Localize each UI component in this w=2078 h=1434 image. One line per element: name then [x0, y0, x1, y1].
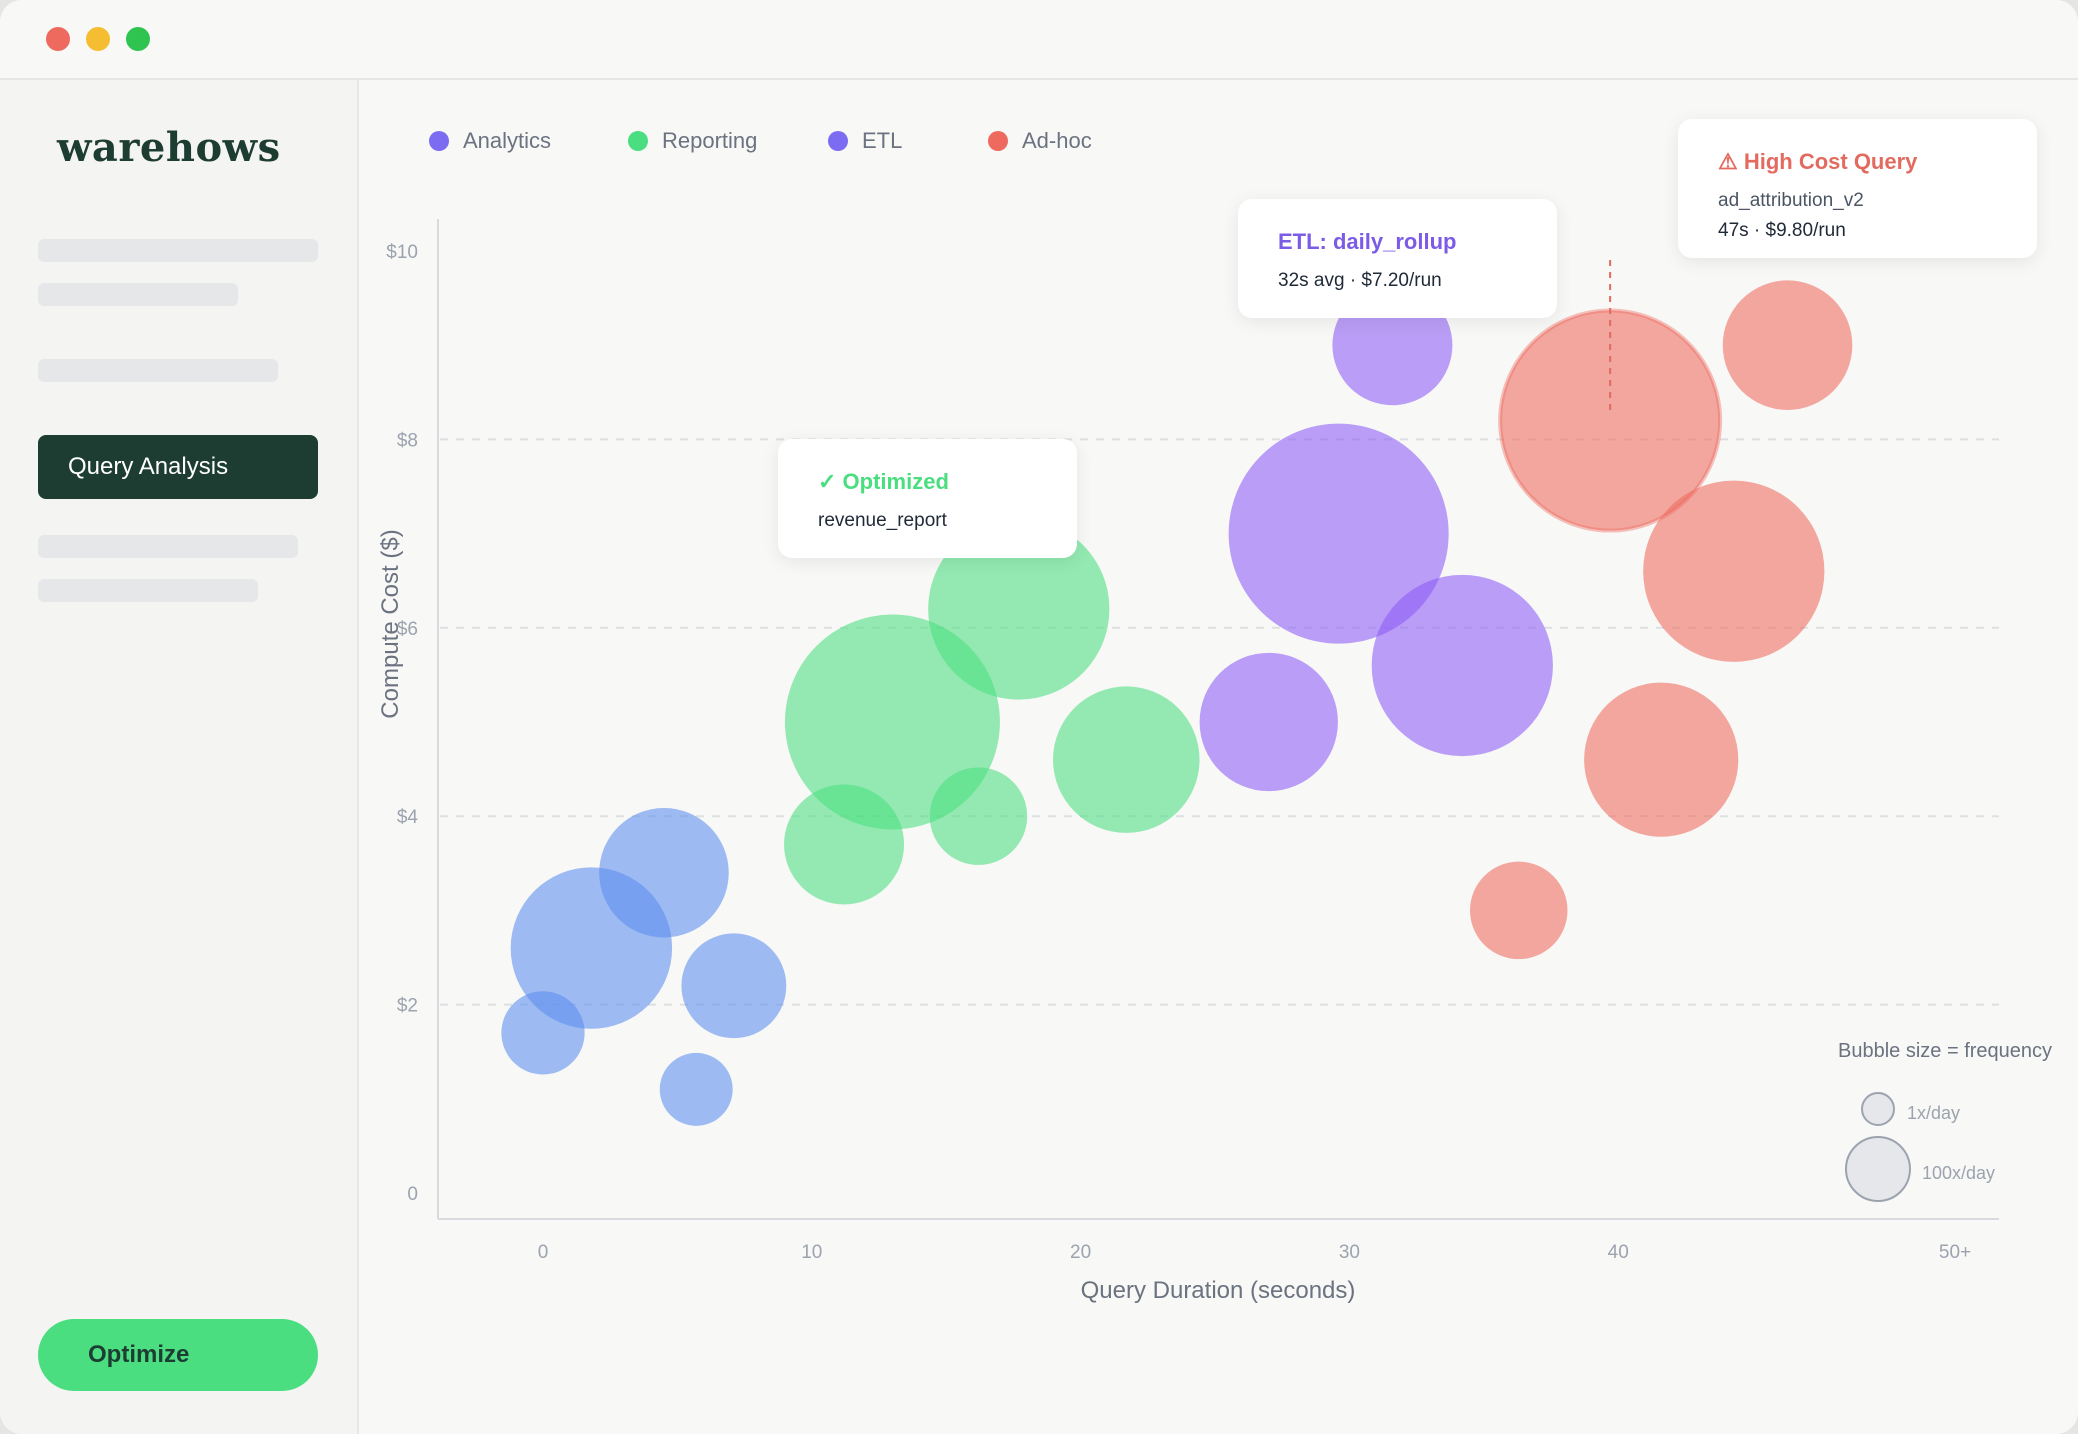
tooltip-high-cost-query: ⚠ High Cost Query ad_attribution_v2 47s …	[1678, 119, 2037, 258]
legend-item-etl[interactable]: ETL	[828, 126, 902, 156]
legend-label-etl: ETL	[862, 128, 903, 153]
bubble-ad-hoc	[1470, 861, 1568, 960]
tooltip-optimized: ✓ Optimized revenue_report	[778, 439, 1077, 558]
bubble-analytics	[599, 807, 729, 938]
nav-placeholder-4[interactable]	[38, 535, 298, 558]
tooltip-title: ⚠ High Cost Query	[1718, 149, 1918, 174]
legend-item-analytics[interactable]: Analytics	[429, 126, 551, 156]
tooltip-etl-daily-rollup: ETL: daily_rollup 32s avg · $7.20/run	[1238, 199, 1557, 318]
close-window-button[interactable]	[46, 27, 70, 51]
bubble-analytics	[681, 933, 787, 1039]
tooltip-title: ✓ Optimized	[818, 469, 949, 494]
legend-label-adhoc: Ad-hoc	[1022, 128, 1092, 153]
optimize-button[interactable]: Optimize	[38, 1319, 318, 1391]
y-tick-label: $2	[397, 996, 418, 1017]
x-tick-label: 20	[1070, 1242, 1091, 1263]
tooltip-detail: revenue_report	[818, 510, 947, 531]
x-tick-label: 40	[1608, 1242, 1629, 1263]
y-tick-label: $8	[397, 430, 418, 451]
bubble-etl	[1228, 423, 1449, 644]
nav-placeholder-2[interactable]	[38, 283, 238, 306]
nav-placeholder-3[interactable]	[38, 359, 278, 382]
size-key-title: Bubble size = frequency	[1838, 1040, 2053, 1062]
legend-swatch-analytics	[429, 131, 449, 151]
legend-label-reporting: Reporting	[662, 128, 758, 153]
bubble-etl	[1199, 652, 1338, 792]
y-tick-label: 0	[407, 1184, 418, 1205]
nav-placeholder-5[interactable]	[38, 579, 258, 602]
size-key-large-bubble	[1845, 1136, 1911, 1202]
tooltip-query-name: ad_attribution_v2	[1718, 190, 1864, 211]
nav-placeholder-1[interactable]	[38, 239, 318, 262]
minimize-window-button[interactable]	[86, 27, 110, 51]
legend-swatch-etl	[828, 131, 848, 151]
bubble-ad-hoc	[1722, 280, 1853, 410]
legend-label-analytics: Analytics	[463, 128, 552, 153]
x-tick-label: 30	[1339, 1242, 1360, 1263]
size-key-large-label: 100x/day	[1922, 1163, 1996, 1183]
chart-area: 0 $2 $4 $6 $8 $10 0 10 20 30 40 50+ Query Duration (…	[359, 80, 2078, 1434]
bubble-reporting	[928, 518, 1110, 700]
size-key-small-label: 1x/day	[1907, 1103, 1961, 1123]
tooltip-detail: 32s avg · $7.20/run	[1278, 270, 1442, 291]
y-tick-label: $6	[397, 619, 418, 640]
bubble-reporting	[784, 614, 1000, 830]
bubble-etl	[1371, 574, 1553, 757]
sidebar-item-query-analysis[interactable]: Query Analysis	[38, 435, 318, 499]
bubble-ad-hoc	[1643, 480, 1825, 662]
legend-item-reporting[interactable]: Reporting	[628, 126, 757, 156]
size-key-small-bubble	[1861, 1092, 1895, 1126]
title-bar	[0, 0, 2078, 80]
legend-item-adhoc[interactable]: Ad-hoc	[988, 126, 1092, 156]
tooltip-title: ETL: daily_rollup	[1278, 229, 1457, 254]
x-tick-label: 50+	[1939, 1242, 1971, 1263]
bubble-reporting	[1053, 686, 1200, 833]
legend-swatch-adhoc	[988, 131, 1008, 151]
tooltip-detail: 47s · $9.80/run	[1718, 220, 1846, 241]
sidebar: warehows Query Analysis Optimize	[0, 80, 359, 1434]
bubble-ad-hoc	[1584, 682, 1739, 837]
maximize-window-button[interactable]	[126, 27, 150, 51]
x-tick-label: 0	[538, 1242, 549, 1263]
legend-swatch-reporting	[628, 131, 648, 151]
x-axis-title: Query Duration (seconds)	[1081, 1277, 1356, 1304]
y-tick-label: $10	[386, 242, 418, 263]
bubble-chart: 0 $2 $4 $6 $8 $10 0 10 20 30 40 50+ Query Duration (…	[377, 219, 1999, 1304]
bubble-analytics	[659, 1052, 733, 1126]
bubble-reporting	[929, 767, 1028, 865]
x-tick-label: 10	[801, 1242, 822, 1263]
y-axis-title: Compute Cost ($)	[377, 529, 404, 718]
app-logo: warehows	[57, 124, 281, 171]
y-tick-label: $4	[397, 807, 419, 828]
